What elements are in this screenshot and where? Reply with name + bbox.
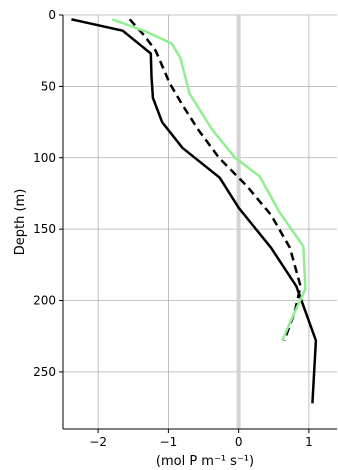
- tick-labels: −2 −1 0 1 0 50 100 150 200 250: [33, 8, 313, 449]
- y-tick-label: 200: [33, 294, 56, 308]
- x-tick-label: −1: [160, 435, 178, 449]
- y-tick-label: 0: [48, 8, 56, 22]
- series-line-3: [111, 18, 307, 342]
- series-line-1: [71, 18, 318, 404]
- y-tick-label: 100: [33, 151, 56, 165]
- y-axis-label: Depth (m): [13, 189, 28, 256]
- y-tick-label: 150: [33, 222, 56, 236]
- grid: [63, 14, 337, 429]
- x-axis-label: (mol P m⁻¹ s⁻¹): [156, 454, 254, 469]
- x-tick-label: 1: [305, 435, 313, 449]
- series-line-2: [128, 18, 302, 341]
- y-tick-label: 250: [33, 365, 56, 379]
- series-group: [71, 18, 318, 404]
- x-tick-label: −2: [89, 435, 107, 449]
- x-tick-label: 0: [235, 435, 243, 449]
- axes: [59, 14, 337, 433]
- y-tick-label: 50: [41, 79, 56, 93]
